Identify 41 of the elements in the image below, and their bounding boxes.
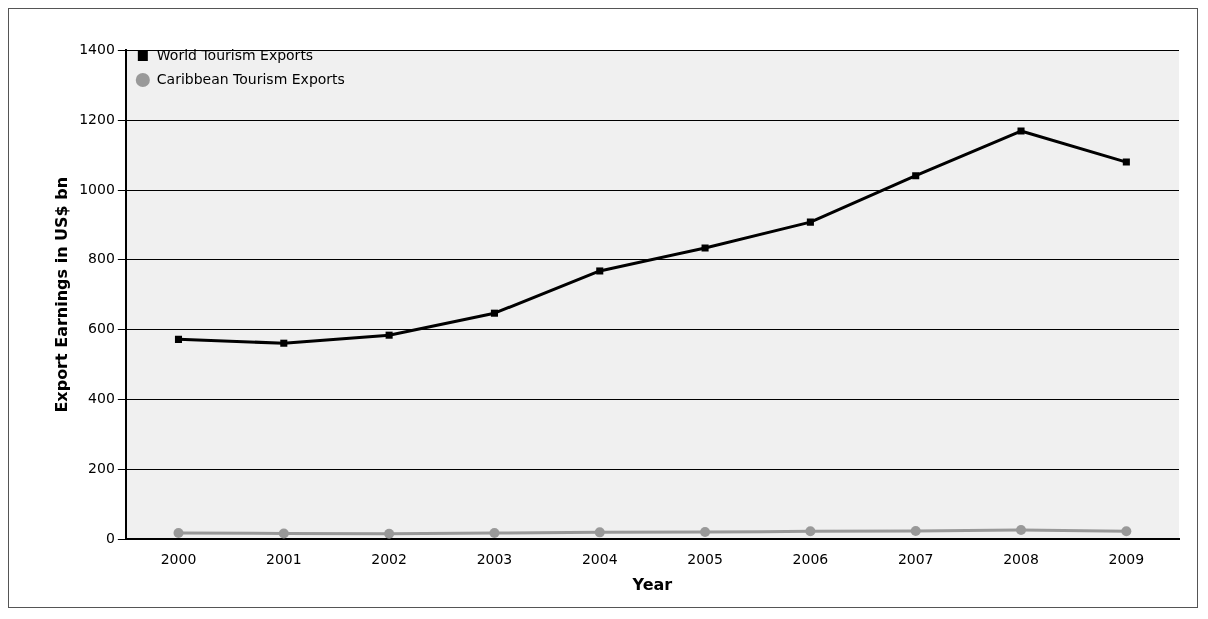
x-axis-title: Year bbox=[631, 574, 673, 594]
point bbox=[1122, 158, 1130, 166]
point bbox=[490, 309, 498, 317]
point bbox=[1016, 524, 1027, 535]
x-tick-label: 2006 bbox=[792, 551, 829, 568]
x-tick-label: 2007 bbox=[897, 551, 934, 568]
point bbox=[700, 527, 711, 538]
point bbox=[384, 528, 395, 539]
point bbox=[701, 244, 709, 252]
y-tick-label: 800 bbox=[88, 250, 115, 267]
y-tick-label: 1400 bbox=[79, 41, 115, 58]
point bbox=[278, 528, 289, 539]
x-tick-label: 2003 bbox=[476, 551, 513, 568]
point bbox=[489, 528, 500, 539]
point bbox=[596, 267, 604, 275]
x-tick-label: 2000 bbox=[160, 551, 197, 568]
point bbox=[385, 331, 393, 339]
point bbox=[594, 527, 605, 538]
x-tick-label: 2008 bbox=[1003, 551, 1039, 568]
x-tick-label: 2002 bbox=[371, 551, 407, 568]
point bbox=[910, 525, 921, 536]
y-tick-label: 400 bbox=[88, 390, 115, 407]
point bbox=[174, 335, 183, 343]
x-tick-label: 2001 bbox=[265, 551, 302, 568]
y-tick-label: 1200 bbox=[79, 110, 115, 127]
point bbox=[280, 339, 288, 347]
point bbox=[173, 528, 184, 539]
point bbox=[805, 526, 816, 537]
point bbox=[1017, 127, 1025, 135]
x-tick-label: 2004 bbox=[581, 551, 618, 568]
point bbox=[806, 218, 814, 226]
x-tick-label: 2009 bbox=[1108, 551, 1145, 568]
y-tick-label: 0 bbox=[105, 529, 115, 546]
y-tick-label: 1000 bbox=[79, 180, 115, 197]
point bbox=[912, 172, 920, 180]
y-tick-label: 600 bbox=[88, 320, 115, 337]
legend-label: Caribbean Tourism Exports bbox=[156, 70, 345, 87]
y-axis-title: Export Earnings in US$ bn bbox=[51, 176, 71, 413]
x-tick-label: 2005 bbox=[687, 551, 723, 568]
y-tick-label: 200 bbox=[88, 459, 115, 476]
point bbox=[1121, 526, 1132, 537]
